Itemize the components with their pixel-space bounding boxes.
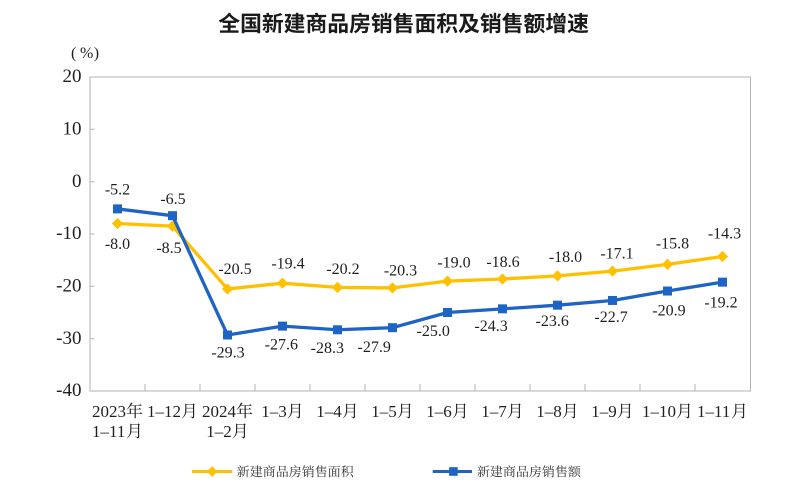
svg-text:1–10: 1–10 — [642, 402, 676, 421]
svg-text:1–8: 1–8 — [536, 402, 562, 421]
svg-text:-14.3: -14.3 — [708, 226, 741, 243]
svg-text:1–9: 1–9 — [591, 402, 617, 421]
svg-text:1–7: 1–7 — [481, 402, 507, 421]
svg-text:1–3: 1–3 — [261, 402, 287, 421]
svg-text:1–6: 1–6 — [426, 402, 452, 421]
svg-text:-25.0: -25.0 — [417, 323, 450, 340]
svg-text:-20.9: -20.9 — [652, 302, 685, 319]
svg-text:-18.0: -18.0 — [549, 249, 582, 266]
svg-text:-20: -20 — [56, 276, 81, 297]
svg-text:10: 10 — [63, 119, 82, 140]
svg-text:1–4: 1–4 — [316, 402, 342, 421]
svg-text:%: % — [80, 45, 93, 62]
svg-text:-30: -30 — [56, 328, 81, 349]
svg-text:0: 0 — [72, 171, 82, 192]
svg-text:-19.4: -19.4 — [271, 256, 304, 273]
svg-text:1–2: 1–2 — [206, 422, 232, 441]
svg-text:1–5: 1–5 — [371, 402, 397, 421]
svg-text:20: 20 — [63, 66, 82, 87]
svg-text:-23.6: -23.6 — [536, 313, 569, 330]
svg-text:-10: -10 — [56, 223, 81, 244]
svg-text:-28.3: -28.3 — [311, 340, 344, 357]
svg-text:1–11: 1–11 — [697, 402, 730, 421]
svg-text:-20.2: -20.2 — [326, 261, 359, 278]
svg-text:-17.1: -17.1 — [600, 246, 633, 263]
svg-text:1–12: 1–12 — [147, 402, 181, 421]
svg-text:-18.6: -18.6 — [486, 254, 519, 271]
svg-text:(: ( — [71, 45, 76, 62]
svg-text:-5.2: -5.2 — [105, 182, 130, 199]
svg-text:-8.0: -8.0 — [105, 236, 130, 253]
svg-text:1–11: 1–11 — [92, 422, 125, 441]
svg-text:-27.6: -27.6 — [265, 337, 298, 354]
svg-text:-19.0: -19.0 — [437, 254, 470, 271]
svg-text:-40: -40 — [56, 380, 81, 401]
svg-text:-20.3: -20.3 — [384, 263, 417, 280]
svg-text:-24.3: -24.3 — [474, 318, 507, 335]
svg-text:-19.2: -19.2 — [704, 295, 737, 312]
svg-text:-6.5: -6.5 — [160, 191, 185, 208]
svg-text:2024: 2024 — [202, 402, 237, 421]
svg-text:-15.8: -15.8 — [656, 236, 689, 253]
svg-text:-27.9: -27.9 — [358, 339, 391, 356]
svg-text:-8.5: -8.5 — [156, 240, 181, 257]
svg-text:-22.7: -22.7 — [594, 309, 627, 326]
svg-text:-20.5: -20.5 — [218, 261, 251, 278]
svg-text:2023: 2023 — [92, 402, 126, 421]
svg-text:-29.3: -29.3 — [211, 344, 244, 361]
svg-text:): ) — [94, 45, 99, 62]
